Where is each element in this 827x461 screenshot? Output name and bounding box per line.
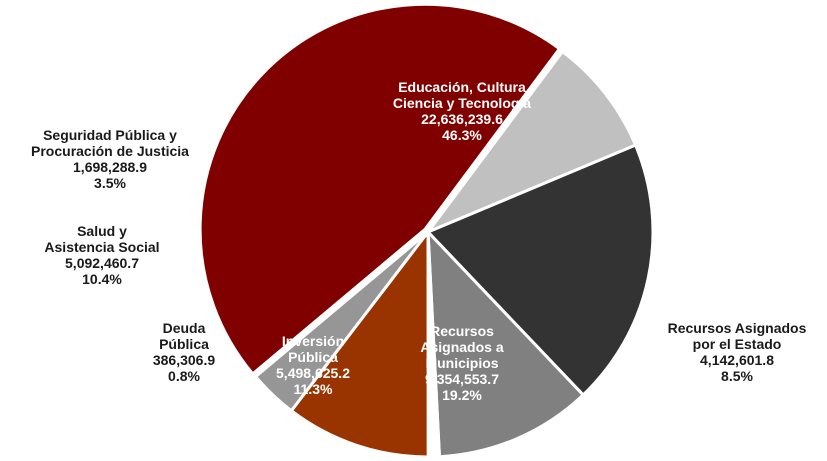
slice-label-seguridad: Seguridad Pública y Procuración de Justic…: [31, 127, 189, 191]
slice-value: 386,306.9: [153, 352, 215, 368]
slice-label-line: Deuda: [163, 320, 206, 336]
slice-percent: 11.3%: [294, 381, 333, 397]
slice-label-educacion: Educación, Cultura Ciencia y Tecnología 22…: [393, 79, 531, 143]
slice-value: 5,498,625.2: [276, 365, 350, 381]
slice-label-line: Educación, Cultura: [398, 79, 526, 95]
slice-label-line: Ciencia y Tecnología: [393, 95, 531, 111]
slice-percent: 46.3%: [442, 127, 482, 143]
slice-label-salud: Salud y Asistencia Social 5,092,460.7 10.4%: [44, 223, 159, 287]
slice-label-line: Recursos: [430, 323, 494, 339]
slice-label-line: Asistencia Social: [44, 239, 159, 255]
pie-slice-asignados_municipios: [426, 143, 655, 397]
pie-slice-educacion: [198, 2, 561, 376]
slice-label-line: Inversión: [282, 333, 344, 349]
slice-label-line: Procuración de Justicia: [31, 143, 189, 159]
slice-label-inversion: Inversión Pública 5,498,625.2 11.3%: [276, 333, 350, 397]
slice-percent: 3.5%: [94, 175, 126, 191]
slice-value: 5,092,460.7: [65, 255, 139, 271]
slice-label-line: Pública: [159, 336, 209, 352]
slice-value: 22,636,239.6: [421, 111, 503, 127]
pie-labels: Educación, Cultura Ciencia y Tecnología 22…: [31, 79, 807, 403]
slice-label-line: Municipios: [425, 355, 498, 371]
pie-slice-asignados_estado: [426, 50, 638, 234]
slice-percent: 10.4%: [82, 271, 122, 287]
slice-label-asignados_estado: Recursos Asignados por el Estado 4,142,601…: [668, 320, 807, 384]
slice-label-line: Pública: [288, 349, 338, 365]
slice-value: 4,142,601.8: [700, 352, 774, 368]
pie-slice-seguridad: [254, 230, 430, 413]
slice-label-deuda: Deuda Pública 386,306.9 0.8%: [153, 320, 215, 384]
slice-label-line: Recursos Asignados: [668, 320, 807, 336]
slice-label-line: Seguridad Pública y: [43, 127, 177, 143]
slice-value: 9,354,553.7: [425, 371, 499, 387]
slice-label-asignados_municipios: Recursos Asignados a Municipios 9,354,553.7…: [420, 323, 503, 403]
slice-percent: 0.8%: [168, 368, 200, 384]
pie-slice-salud: [289, 230, 430, 459]
pie-slices: [198, 2, 655, 459]
slice-percent: 8.5%: [721, 368, 753, 384]
slice-label-line: por el Estado: [693, 336, 782, 352]
pie-slice-inversion: [426, 230, 585, 459]
slice-label-line: Asignados a: [420, 339, 503, 355]
slice-percent: 19.2%: [442, 387, 482, 403]
slice-label-line: Salud y: [77, 223, 127, 239]
slice-value: 1,698,288.9: [73, 159, 147, 175]
